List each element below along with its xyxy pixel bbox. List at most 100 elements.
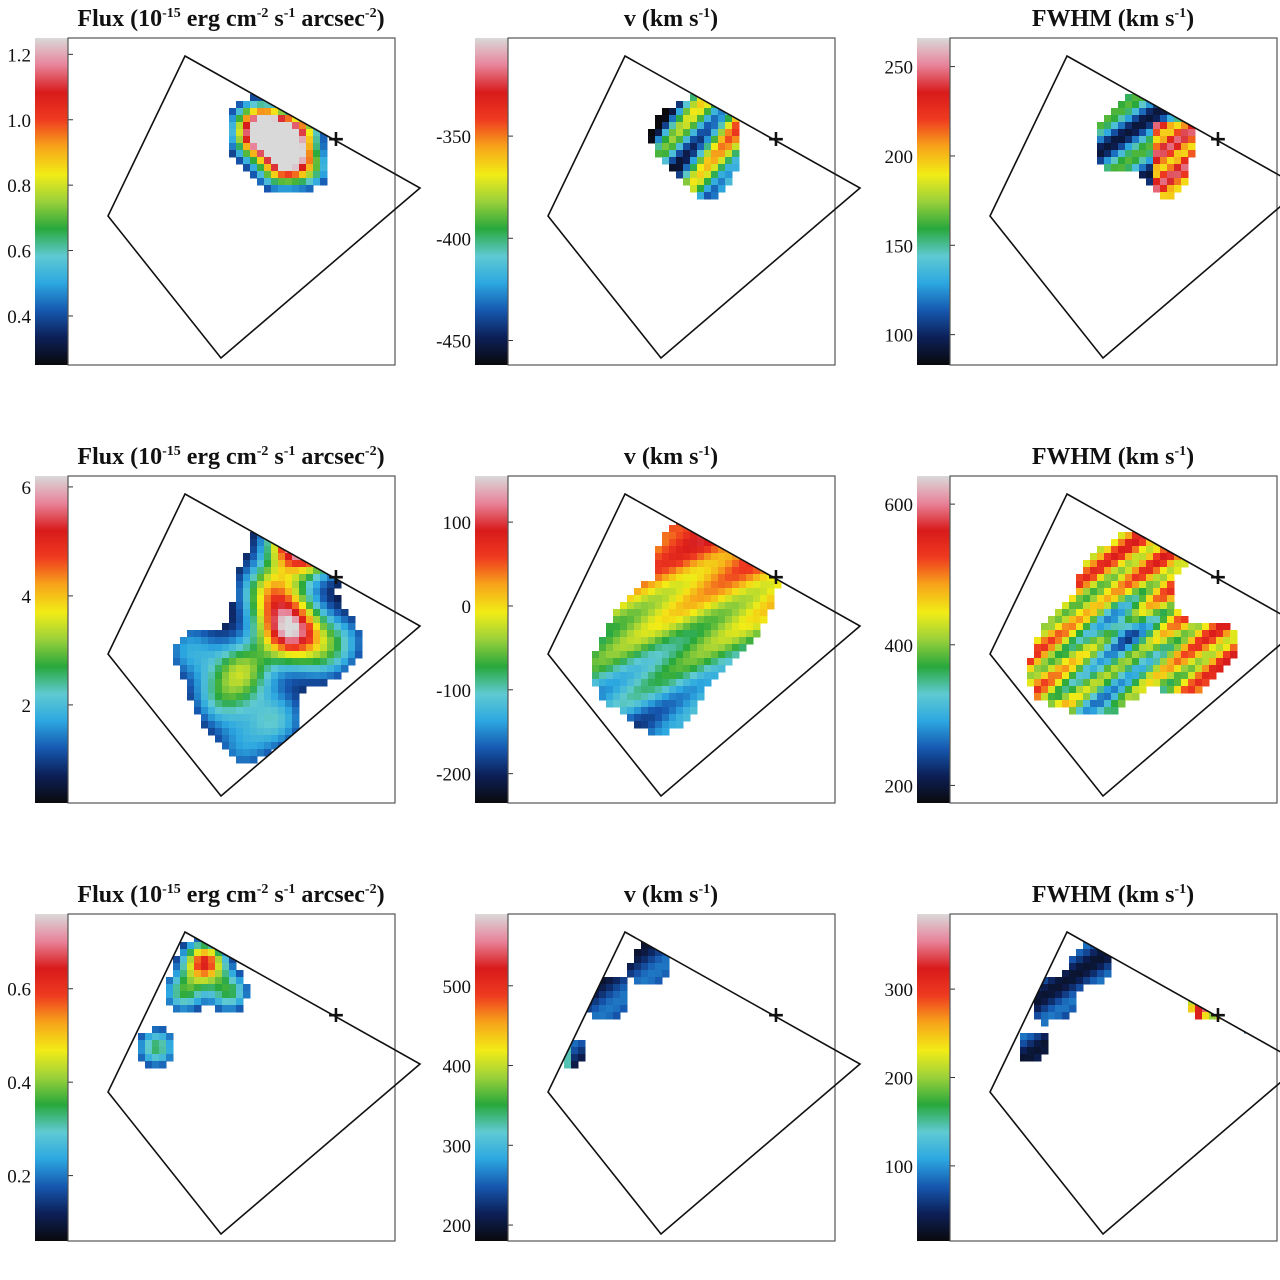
map-pixel xyxy=(606,658,614,666)
map-pixel xyxy=(229,136,237,144)
map-pixel xyxy=(257,707,265,715)
map-pixel xyxy=(187,942,195,950)
map-pixel xyxy=(341,518,349,526)
map-pixel xyxy=(327,609,335,617)
map-pixel xyxy=(1153,122,1161,130)
map-pixel xyxy=(222,651,230,659)
map-pixel xyxy=(250,679,258,687)
map-pixel xyxy=(1125,651,1133,659)
map-pixel xyxy=(1174,539,1182,547)
map-pixel xyxy=(201,637,209,645)
map-pixel xyxy=(320,984,328,992)
map-pixel xyxy=(390,1005,398,1013)
map-pixel xyxy=(271,567,279,575)
map-pixel xyxy=(1146,511,1154,519)
map-pixel xyxy=(264,595,272,603)
map-pixel xyxy=(704,609,712,617)
map-pixel xyxy=(1223,658,1231,666)
map-pixel xyxy=(732,651,740,659)
map-pixel xyxy=(1090,707,1098,715)
map-pixel xyxy=(697,518,705,526)
map-pixel xyxy=(788,991,796,999)
map-pixel xyxy=(1097,700,1105,708)
map-pixel xyxy=(592,665,600,673)
map-pixel xyxy=(1118,609,1126,617)
map-pixel xyxy=(1132,651,1140,659)
map-pixel xyxy=(1125,101,1133,109)
map-pixel xyxy=(1125,136,1133,144)
map-pixel xyxy=(1132,122,1140,130)
map-pixel xyxy=(634,679,642,687)
map-pixel xyxy=(711,136,719,144)
map-pixel xyxy=(732,609,740,617)
map-pixel xyxy=(683,707,691,715)
map-pixel xyxy=(662,108,670,116)
map-pixel xyxy=(278,658,286,666)
map-pixel xyxy=(1118,658,1126,666)
map-pixel xyxy=(725,602,733,610)
map-pixel xyxy=(1230,998,1238,1006)
map-pixel xyxy=(222,977,230,985)
map-pixel xyxy=(1237,1012,1245,1020)
map-pixel xyxy=(222,991,230,999)
map-pixel xyxy=(1111,115,1119,123)
map-pixel xyxy=(1160,518,1168,526)
map-pixel xyxy=(1139,616,1147,624)
map-pixel xyxy=(683,115,691,123)
map-pixel xyxy=(1153,553,1161,561)
map-pixel xyxy=(746,511,754,519)
map-pixel xyxy=(690,658,698,666)
map-pixel xyxy=(285,665,293,673)
map-pixel xyxy=(1055,991,1063,999)
map-pixel xyxy=(1104,553,1112,561)
map-pixel xyxy=(1174,511,1182,519)
map-pixel xyxy=(1111,567,1119,575)
map-pixel xyxy=(1104,581,1112,589)
map-pixel xyxy=(215,728,223,736)
map-pixel xyxy=(1146,157,1154,165)
map-pixel xyxy=(1034,1005,1042,1013)
map-pixel xyxy=(341,630,349,638)
map-pixel xyxy=(313,588,321,596)
map-pixel xyxy=(271,122,279,130)
map-pixel xyxy=(1062,686,1070,694)
map-pixel xyxy=(250,94,258,102)
map-pixel xyxy=(1139,588,1147,596)
map-pixel xyxy=(620,644,628,652)
map-pixel xyxy=(1125,539,1133,547)
map-pixel xyxy=(1097,693,1105,701)
map-pixel xyxy=(215,735,223,743)
map-pixel xyxy=(250,623,258,631)
map-pixel xyxy=(1055,644,1063,652)
map-pixel xyxy=(641,602,649,610)
map-pixel xyxy=(1132,665,1140,673)
map-pixel xyxy=(1020,1047,1028,1055)
map-pixel xyxy=(152,1033,160,1041)
map-pixel xyxy=(1167,574,1175,582)
map-pixel xyxy=(1104,707,1112,715)
map-pixel xyxy=(662,714,670,722)
map-pixel xyxy=(152,1040,160,1048)
map-pixel xyxy=(1097,143,1105,151)
map-pixel xyxy=(215,651,223,659)
map-pixel xyxy=(208,721,216,729)
map-pixel xyxy=(1181,616,1189,624)
map-pixel xyxy=(250,553,258,561)
map-pixel xyxy=(1244,1005,1252,1013)
map-pixel xyxy=(1062,977,1070,985)
map-pixel xyxy=(180,644,188,652)
map-pixel xyxy=(187,658,195,666)
map-pixel xyxy=(285,567,293,575)
map-pixel xyxy=(613,977,621,985)
map-pixel xyxy=(718,185,726,193)
map-pixel xyxy=(613,679,621,687)
map-pixel xyxy=(250,108,258,116)
map-pixel xyxy=(718,588,726,596)
map-pixel xyxy=(676,644,684,652)
map-pixel xyxy=(1188,136,1196,144)
map-pixel xyxy=(641,609,649,617)
field-of-view xyxy=(547,54,862,360)
map-pixel xyxy=(1160,637,1168,645)
map-pixel xyxy=(669,714,677,722)
map-pixel xyxy=(1111,679,1119,687)
